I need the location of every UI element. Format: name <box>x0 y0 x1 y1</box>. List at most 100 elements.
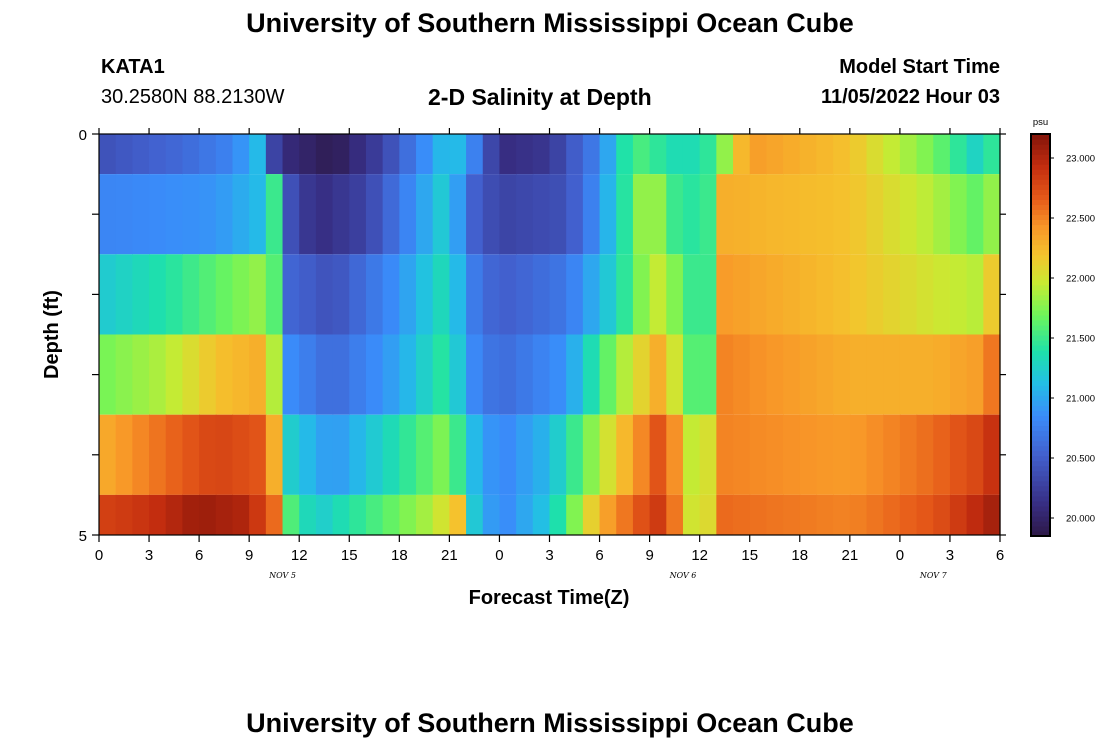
heatmap-cell <box>199 334 217 415</box>
heatmap-cell <box>549 174 567 255</box>
colorbar-cell <box>1031 440 1050 447</box>
heatmap-cell <box>399 174 417 255</box>
colorbar-cell <box>1031 375 1050 381</box>
heatmap-cell <box>816 494 834 535</box>
heatmap-cell <box>849 494 868 535</box>
heatmap-cell <box>933 174 951 255</box>
heatmap-cell <box>466 254 484 335</box>
heatmap-cell <box>966 174 984 255</box>
heatmap-cell <box>582 254 601 335</box>
heatmap-cell <box>265 334 284 415</box>
heatmap-cell <box>532 254 551 335</box>
heatmap-cell <box>499 414 517 495</box>
heatmap-cell <box>933 494 951 535</box>
x-axis-label: Forecast Time(Z) <box>469 587 630 609</box>
heatmap-cell <box>165 334 184 415</box>
heatmap-cell <box>666 174 684 255</box>
heatmap-cell <box>199 254 217 335</box>
heatmap-cell <box>933 134 951 175</box>
colorbar-cell <box>1031 159 1050 165</box>
heatmap-cell <box>215 134 234 175</box>
heatmap-cell <box>349 414 367 495</box>
heatmap-cell <box>666 134 684 175</box>
heatmap-cell <box>516 134 534 175</box>
heatmap-cell <box>315 254 334 335</box>
heatmap-cell <box>566 334 584 415</box>
heatmap-cell <box>399 254 417 335</box>
heatmap-cell <box>816 414 834 495</box>
heatmap-cell <box>416 494 434 535</box>
heatmap-cell <box>833 134 851 175</box>
heatmap-cell <box>382 254 400 335</box>
colorbar-cell <box>1031 340 1050 346</box>
heatmap-cell <box>616 174 634 255</box>
heatmap-cell <box>983 334 1001 415</box>
colorbar-cell <box>1031 224 1050 231</box>
heatmap-cell <box>215 494 234 535</box>
colorbar-cell <box>1031 139 1050 145</box>
heatmap-cell <box>249 174 267 255</box>
colorbar-cell <box>1031 450 1050 457</box>
heatmap-cells <box>99 134 1001 535</box>
heatmap-cell <box>149 134 167 175</box>
heatmap-cell <box>132 414 150 495</box>
colorbar-cell <box>1031 380 1050 386</box>
colorbar-cell <box>1031 154 1050 160</box>
heatmap-cell <box>132 254 150 335</box>
y-tick-label: 0 <box>79 127 87 144</box>
heatmap-cell <box>349 494 367 535</box>
colorbar-cell <box>1031 515 1050 522</box>
heatmap-cell <box>799 254 818 335</box>
heatmap-cell <box>232 174 250 255</box>
heatmap-cell <box>399 494 417 535</box>
heatmap-cell <box>349 174 367 255</box>
heatmap-cell <box>616 134 634 175</box>
heatmap-cell <box>549 254 567 335</box>
heatmap-cell <box>249 134 267 175</box>
x-tick-label: 12 <box>291 547 308 564</box>
heatmap-cell <box>833 254 851 335</box>
heatmap-cell <box>933 414 951 495</box>
heatmap-cell <box>199 134 217 175</box>
heatmap-cell <box>115 414 133 495</box>
heatmap-cell <box>482 254 501 335</box>
heatmap-cell <box>716 174 734 255</box>
colorbar-cell <box>1031 460 1050 467</box>
heatmap-cell <box>733 134 751 175</box>
heatmap-cell <box>115 494 133 535</box>
x-tick-label: 21 <box>441 547 458 564</box>
heatmap-cell <box>766 134 784 175</box>
heatmap-cell <box>449 254 467 335</box>
heatmap-cell <box>315 134 334 175</box>
heatmap-cell <box>766 494 784 535</box>
heatmap-cell <box>716 414 734 495</box>
colorbar-cell <box>1031 400 1050 406</box>
heatmap-cell <box>182 134 200 175</box>
heatmap-cell <box>649 254 667 335</box>
heatmap-cell <box>783 334 801 415</box>
heatmap-cell <box>883 334 901 415</box>
colorbar-cell <box>1031 234 1050 241</box>
x-tick-label: 9 <box>645 547 653 564</box>
heatmap-cell <box>699 494 717 535</box>
heatmap-cell <box>649 134 667 175</box>
colorbar-cell <box>1031 385 1050 391</box>
heatmap-cell <box>582 494 601 535</box>
heatmap-cell <box>582 414 601 495</box>
heatmap-cell <box>466 494 484 535</box>
heatmap-cell <box>632 334 651 415</box>
heatmap-cell <box>699 174 717 255</box>
heatmap-cell <box>749 334 768 415</box>
colorbar-cell <box>1031 264 1050 271</box>
heatmap-cell <box>682 134 701 175</box>
heatmap-cell <box>866 134 884 175</box>
heatmap-cell <box>132 494 150 535</box>
heatmap-cell <box>416 174 434 255</box>
heatmap-cell <box>332 334 350 415</box>
heatmap-cell <box>365 254 384 335</box>
x-tick-label: 21 <box>841 547 858 564</box>
date-label: NOV 6 <box>669 571 697 580</box>
heatmap-cell <box>682 414 701 495</box>
heatmap-cell <box>99 174 117 255</box>
heatmap-cell <box>649 494 667 535</box>
